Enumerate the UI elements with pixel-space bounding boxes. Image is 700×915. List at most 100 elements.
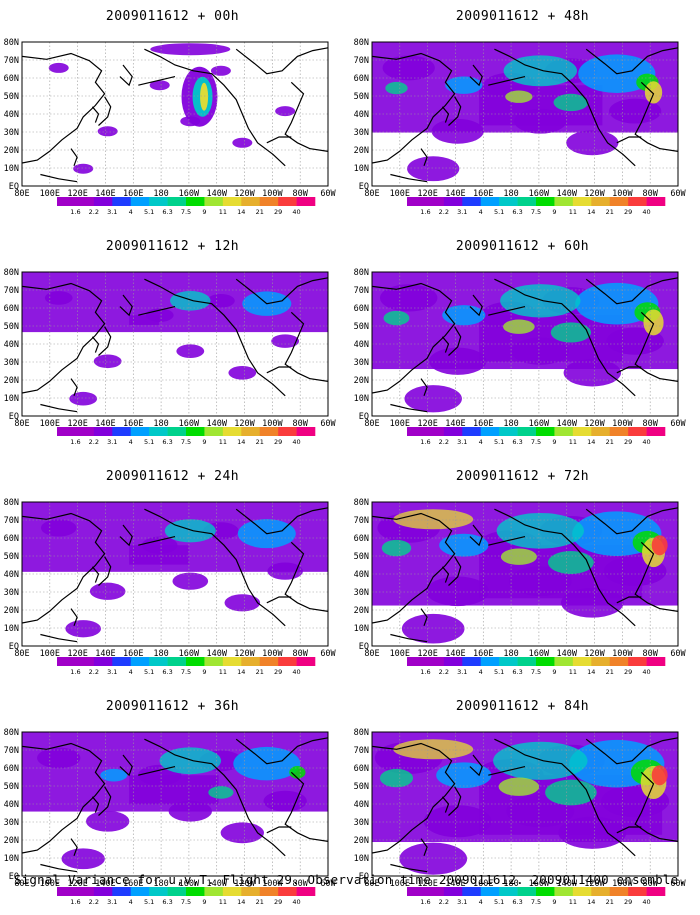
lat-tick-label: 60N bbox=[354, 534, 369, 544]
colorbar-swatch bbox=[609, 197, 629, 206]
colorbar-label: 29 bbox=[624, 898, 632, 906]
colorbar-swatch bbox=[572, 427, 592, 436]
colorbar-label: 40 bbox=[292, 898, 300, 906]
lon-tick-label: 180 bbox=[503, 189, 518, 199]
map-panel: 2009011612 + 36h 80N 70N 60N 50N 40N 30N 20N 10N… bbox=[0, 690, 345, 915]
lat-tick-label: 20N bbox=[354, 146, 369, 156]
lat-tick-label: 20N bbox=[4, 836, 19, 846]
colorbar-swatch bbox=[554, 427, 574, 436]
colorbar-swatch bbox=[130, 427, 150, 436]
lon-tick-label: 160E bbox=[473, 419, 493, 429]
lon-tick-label: 160E bbox=[473, 189, 493, 199]
colorbar-label: 29 bbox=[274, 438, 282, 446]
colorbar-swatch bbox=[407, 427, 426, 436]
map-panel: 2009011612 + 84h 80N 70N 60N 50N 40N 30N 20N 10N… bbox=[350, 690, 695, 915]
lon-tick-label: 160W bbox=[529, 419, 550, 429]
lat-tick-label: 40N bbox=[4, 570, 19, 580]
lat-tick-label: 30N bbox=[354, 128, 369, 138]
colorbar-label: 6.3 bbox=[512, 898, 522, 906]
lon-tick-label: 120E bbox=[417, 649, 437, 659]
colorbar-label: 3.1 bbox=[457, 668, 467, 676]
lon-tick-label: 140E bbox=[95, 879, 115, 889]
colorbar-label: 29 bbox=[624, 668, 632, 676]
colorbar-label: 7.5 bbox=[531, 438, 541, 446]
lat-tick-label: 80N bbox=[4, 728, 19, 738]
lon-tick-label: 120W bbox=[234, 189, 255, 199]
lon-tick-label: 60W bbox=[670, 649, 686, 659]
lon-tick-label: 140E bbox=[95, 649, 115, 659]
colorbar-label: 21 bbox=[256, 208, 264, 216]
lat-tick-label: 30N bbox=[354, 358, 369, 368]
colorbar-swatch bbox=[204, 197, 224, 206]
colorbar-label: 40 bbox=[642, 438, 650, 446]
colorbar-swatch bbox=[591, 657, 611, 666]
panel-title: 2009011612 + 84h bbox=[455, 699, 590, 714]
lon-tick-label: 180 bbox=[153, 879, 168, 889]
colorbar-swatch bbox=[149, 427, 168, 436]
lat-tick-label: 70N bbox=[4, 516, 19, 526]
lat-tick-label: 10N bbox=[4, 624, 19, 634]
lat-tick-label: 80N bbox=[4, 268, 19, 278]
colorbar-swatch bbox=[167, 887, 187, 896]
lat-tick-label: 80N bbox=[354, 38, 369, 48]
colorbar-swatch bbox=[57, 887, 76, 896]
colorbar-swatch bbox=[241, 197, 261, 206]
colorbar-swatch bbox=[204, 657, 224, 666]
colorbar-swatch bbox=[572, 657, 592, 666]
lon-tick-label: 140W bbox=[206, 649, 227, 659]
colorbar-swatch bbox=[646, 197, 666, 206]
colorbar-label: 1.6 bbox=[420, 668, 430, 676]
colorbar-swatch bbox=[517, 887, 537, 896]
lon-tick-label: 180 bbox=[503, 649, 518, 659]
lon-tick-label: 160W bbox=[529, 649, 550, 659]
lat-tick-label: 10N bbox=[354, 164, 369, 174]
colorbar-swatch bbox=[296, 887, 316, 896]
colorbar-swatch bbox=[554, 197, 574, 206]
lat-tick-label: 70N bbox=[4, 746, 19, 756]
colorbar-swatch bbox=[75, 197, 95, 206]
colorbar-swatch bbox=[536, 657, 555, 666]
lon-tick-label: 60W bbox=[320, 419, 336, 429]
lat-tick-label: 70N bbox=[354, 746, 369, 756]
colorbar-swatch bbox=[536, 887, 555, 896]
colorbar-label: 1.6 bbox=[70, 668, 80, 676]
colorbar-label: 2.2 bbox=[89, 438, 99, 446]
colorbar-label: 40 bbox=[642, 668, 650, 676]
colorbar-swatch bbox=[296, 427, 316, 436]
lon-tick-label: 80W bbox=[643, 419, 659, 429]
map-panel: 2009011612 + 72h 80N 70N 60N 50N 40N 30N 20N 10N… bbox=[350, 460, 695, 685]
lat-tick-label: 40N bbox=[354, 570, 369, 580]
colorbar-swatch bbox=[407, 197, 426, 206]
lon-tick-label: 100W bbox=[262, 189, 283, 199]
lat-tick-label: 70N bbox=[4, 286, 19, 296]
colorbar-swatch bbox=[186, 427, 205, 436]
lon-tick-label: 80W bbox=[643, 649, 659, 659]
colorbar-label: 40 bbox=[292, 208, 300, 216]
lon-tick-label: 80W bbox=[293, 419, 309, 429]
lon-tick-label: 100W bbox=[262, 879, 283, 889]
colorbar-label: 7.5 bbox=[181, 208, 191, 216]
colorbar-swatch bbox=[499, 887, 518, 896]
lat-tick-label: EQ bbox=[9, 412, 19, 422]
lon-tick-label: 160E bbox=[473, 649, 493, 659]
lon-tick-label: 80W bbox=[293, 649, 309, 659]
colorbar-swatch bbox=[536, 427, 555, 436]
colorbar-label: 9 bbox=[202, 668, 206, 676]
lon-tick-label: 140W bbox=[206, 189, 227, 199]
lat-tick-label: 50N bbox=[4, 552, 19, 562]
colorbar-swatch bbox=[130, 887, 150, 896]
colorbar-label: 1.6 bbox=[420, 438, 430, 446]
colorbar-swatch bbox=[167, 427, 187, 436]
colorbar-label: 6.3 bbox=[512, 208, 522, 216]
lat-tick-label: 60N bbox=[354, 74, 369, 84]
lat-tick-label: EQ bbox=[9, 642, 19, 652]
lon-tick-label: 60W bbox=[670, 879, 686, 889]
map-panel: 2009011612 + 00h 80N 70N 60N 50N 40N 30N 20N 10N… bbox=[0, 0, 345, 225]
colorbar-swatch bbox=[93, 657, 113, 666]
lat-tick-label: EQ bbox=[359, 872, 369, 882]
colorbar-label: 21 bbox=[256, 898, 264, 906]
colorbar-swatch bbox=[480, 197, 500, 206]
lat-tick-label: 30N bbox=[354, 818, 369, 828]
lat-tick-label: 50N bbox=[4, 322, 19, 332]
colorbar-label: 40 bbox=[642, 898, 650, 906]
